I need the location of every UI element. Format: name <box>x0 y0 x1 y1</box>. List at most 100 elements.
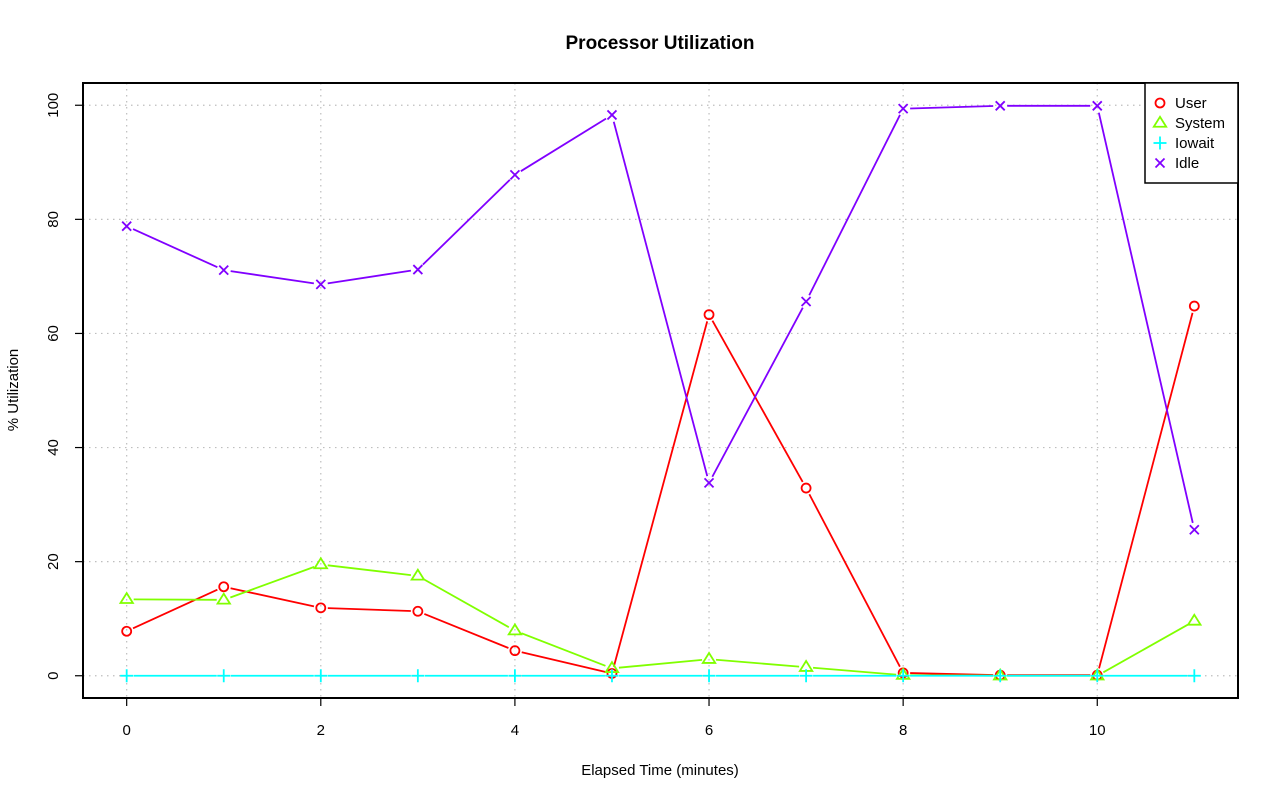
point-user <box>800 482 812 494</box>
point-idle <box>1092 100 1103 111</box>
x-tick-label: 4 <box>511 722 519 739</box>
point-idle <box>800 296 812 307</box>
y-tick-label: 0 <box>45 672 62 680</box>
point-system <box>410 568 426 581</box>
series-segment-idle <box>910 105 994 110</box>
series-segment-user <box>711 320 804 483</box>
x-tick-label: 8 <box>899 722 907 739</box>
point-user <box>412 605 424 617</box>
x-tick-label: 2 <box>317 722 325 739</box>
series-segment-idle <box>808 114 901 296</box>
series-segment-user <box>230 587 315 608</box>
series-segment-user <box>132 588 218 630</box>
point-user <box>121 625 133 637</box>
x-tick-label: 10 <box>1089 722 1106 739</box>
series-segment-user <box>808 493 901 668</box>
point-system <box>215 591 232 605</box>
series-system <box>118 556 1203 681</box>
chart-title: Processor Utilization <box>566 33 755 54</box>
point-idle <box>315 279 326 290</box>
legend-marker-iowait <box>1153 136 1167 150</box>
legend-label-iowait: Iowait <box>1175 135 1215 152</box>
series-segment-idle <box>230 270 314 285</box>
series-layer <box>118 100 1203 683</box>
plot-frame <box>82 82 1239 699</box>
series-segment-user <box>910 672 994 676</box>
series-segment-system <box>812 666 897 676</box>
point-idle <box>703 477 715 489</box>
grid <box>83 83 1238 698</box>
point-system <box>507 622 523 636</box>
series-segment-system <box>715 658 800 668</box>
point-iowait <box>411 669 425 683</box>
point-system <box>118 591 135 604</box>
legend-marker-idle <box>1154 157 1166 169</box>
point-iowait <box>1187 669 1201 683</box>
series-idle <box>121 100 1200 535</box>
point-iowait <box>896 669 910 683</box>
point-system <box>312 556 329 570</box>
series-segment-system <box>230 566 315 599</box>
series-segment-user <box>612 321 709 667</box>
point-idle <box>606 109 618 121</box>
legend: User System Iowait Idle <box>1144 82 1239 184</box>
series-segment-idle <box>1097 112 1194 524</box>
point-user <box>218 581 230 593</box>
y-tick-label: 40 <box>45 439 62 456</box>
point-user <box>509 645 521 657</box>
point-iowait <box>314 669 328 683</box>
series-segment-system <box>423 578 510 629</box>
point-idle <box>898 103 909 114</box>
point-iowait <box>217 669 231 683</box>
point-idle <box>995 100 1006 111</box>
legend-box <box>1144 82 1239 184</box>
x-tick-label: 6 <box>705 722 713 739</box>
legend-marker-system <box>1152 115 1168 128</box>
y-tick-label: 60 <box>45 325 62 342</box>
series-iowait <box>120 669 1201 683</box>
x-axis-label: Elapsed Time (minutes) <box>581 762 739 779</box>
legend-label-user: User <box>1175 95 1207 112</box>
series-segment-idle <box>422 179 511 266</box>
point-iowait <box>605 669 619 683</box>
series-segment-user <box>1098 312 1194 669</box>
point-user <box>1188 300 1200 312</box>
series-segment-idle <box>711 307 804 478</box>
point-iowait <box>702 669 716 683</box>
series-segment-system <box>1102 623 1189 674</box>
point-iowait <box>508 669 522 683</box>
legend-label-idle: Idle <box>1175 155 1199 172</box>
point-iowait <box>799 669 813 683</box>
y-tick-label: 100 <box>45 93 62 118</box>
point-iowait <box>993 669 1007 683</box>
point-iowait <box>120 669 134 683</box>
x-tick-label: 0 <box>123 722 131 739</box>
series-segment-idle <box>612 121 709 477</box>
point-idle <box>121 221 132 232</box>
point-system <box>701 651 717 664</box>
legend-marker-user <box>1154 97 1166 109</box>
series-segment-system <box>521 632 606 667</box>
series-segment-idle <box>132 228 218 269</box>
y-axis-label: % Utilization <box>5 349 22 432</box>
point-user <box>315 602 327 614</box>
series-segment-system <box>327 564 412 576</box>
point-iowait <box>1090 669 1104 683</box>
y-tick-label: 80 <box>45 211 62 228</box>
point-idle <box>218 264 229 276</box>
series-segment-idle <box>520 117 607 172</box>
point-idle <box>412 264 423 275</box>
series-segment-idle <box>327 269 412 285</box>
series-segment-user <box>424 613 509 649</box>
legend-label-system: System <box>1175 115 1225 132</box>
series-segment-user <box>327 607 411 612</box>
point-idle <box>1189 524 1200 535</box>
y-tick-label: 20 <box>45 553 62 570</box>
point-user <box>703 309 715 321</box>
point-idle <box>509 169 521 180</box>
series-user <box>121 300 1200 681</box>
series-segment-system <box>618 658 703 669</box>
series-segment-user <box>521 651 606 673</box>
point-system <box>1186 613 1203 626</box>
